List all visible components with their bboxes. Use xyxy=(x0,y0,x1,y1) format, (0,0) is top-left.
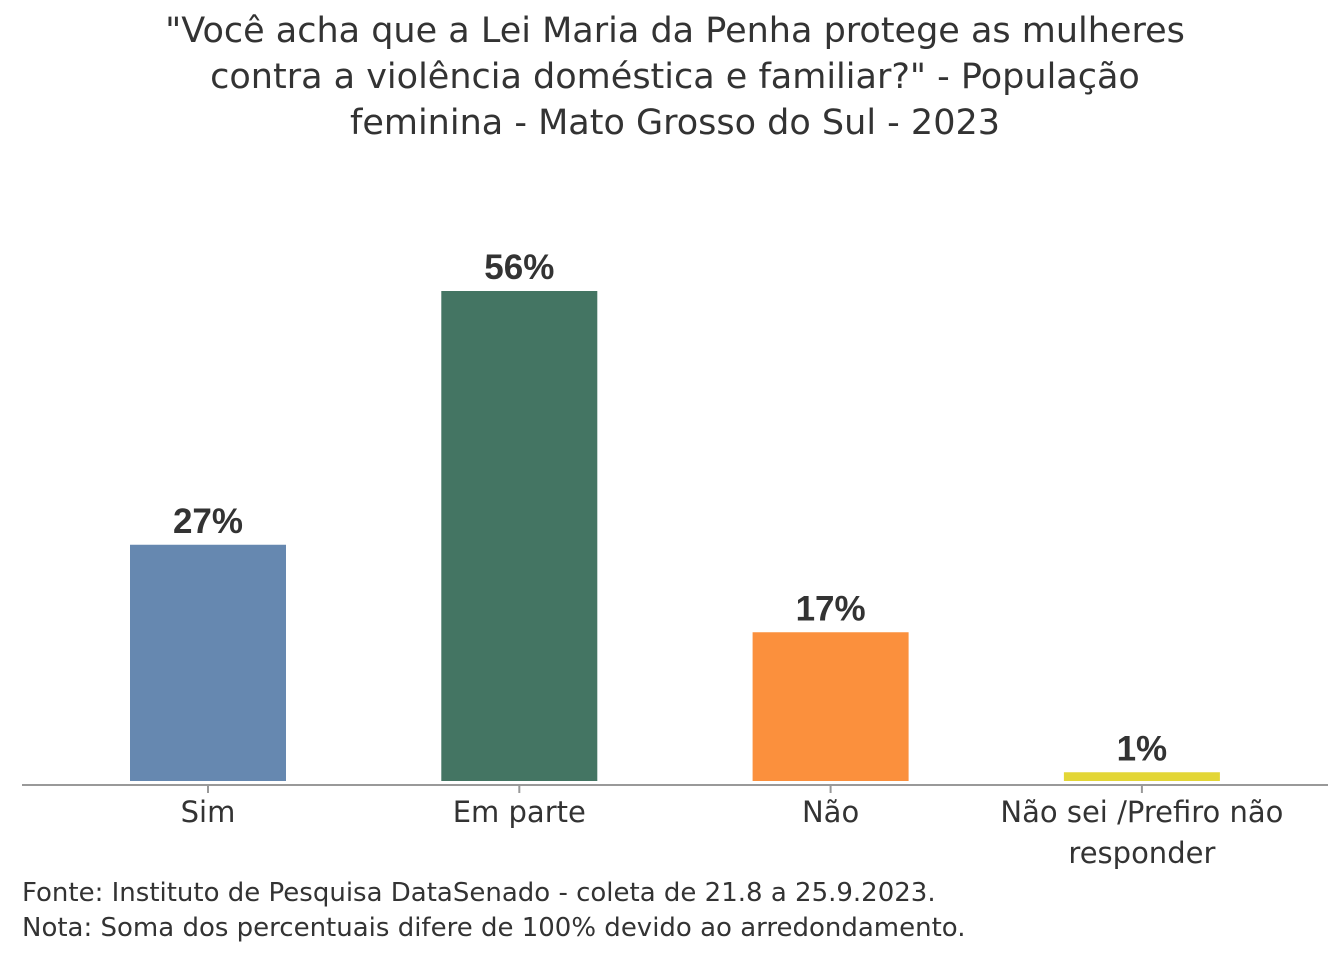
chart-title-line: contra a violência doméstica e familiar?… xyxy=(210,57,1140,97)
data-label: 1% xyxy=(1117,729,1168,768)
chart-title-line: "Você acha que a Lei Maria da Penha prot… xyxy=(165,11,1185,51)
data-label: 56% xyxy=(484,248,554,287)
x-tick-label: responder xyxy=(1068,836,1215,870)
bar xyxy=(130,544,286,781)
chart-title-line: feminina - Mato Grosso do Sul - 2023 xyxy=(350,103,1000,143)
footnote: Nota: Soma dos percentuais difere de 100… xyxy=(22,913,966,943)
x-tick-label: Em parte xyxy=(453,795,586,829)
bar xyxy=(752,632,909,781)
source-note: Fonte: Instituto de Pesquisa DataSenado … xyxy=(22,878,936,908)
x-tick-label: Não sei /Prefiro não xyxy=(1000,795,1283,829)
data-label: 27% xyxy=(173,502,243,541)
chart-title: "Você acha que a Lei Maria da Penha prot… xyxy=(0,8,1344,146)
x-tick-label: Sim xyxy=(181,795,236,829)
bar xyxy=(441,291,598,781)
data-label: 17% xyxy=(796,589,866,628)
x-tick-label: Não xyxy=(802,795,859,829)
bar xyxy=(1063,772,1220,781)
